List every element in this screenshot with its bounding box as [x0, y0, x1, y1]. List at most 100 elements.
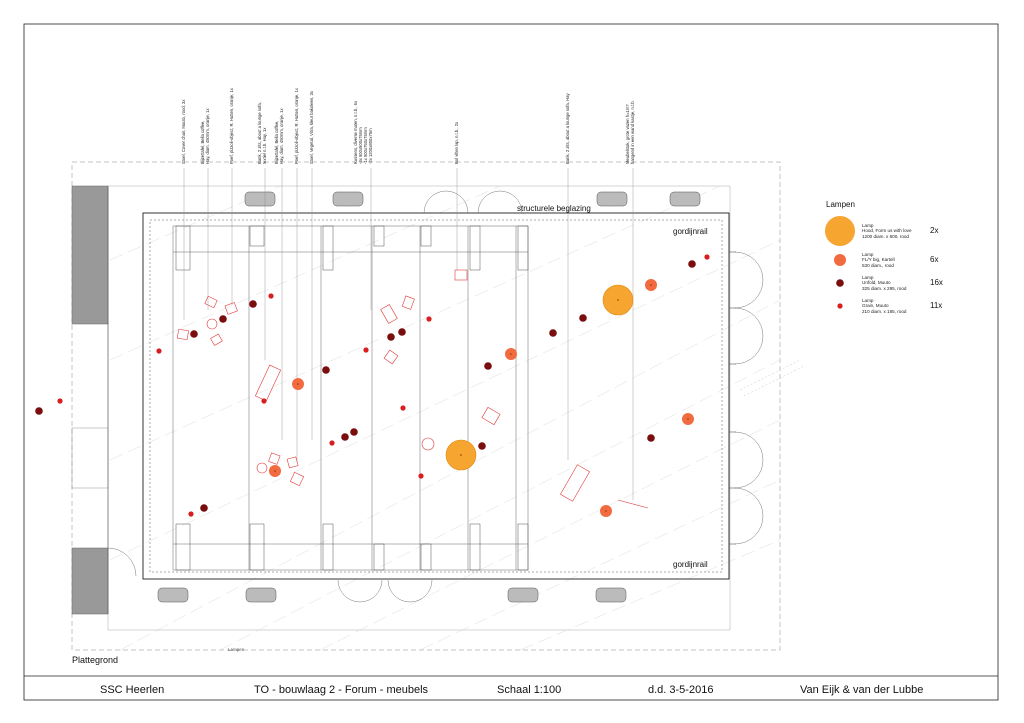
callout-label: Meubelstuk, grote vazen h=1m? hangend in … [625, 100, 635, 164]
callout-line: Hay, diam. 450mm, oranje, 1x [205, 108, 210, 164]
legend-text: Lamp Unfold, Muuto 325 diam. x 295, rood [862, 275, 906, 291]
gallery-outline [107, 185, 731, 631]
lamp-grain [156, 348, 162, 354]
callout-label: Stoel, Cover chair, Muuto, rood, 3x [181, 100, 186, 164]
legend-line: Lamp [862, 223, 874, 228]
lamp-grain [188, 511, 194, 517]
callout-line: hangend in een wand kastje, n.t.b. [630, 100, 635, 164]
lamp-unfold [549, 329, 557, 337]
lamp-center-dot [617, 299, 619, 301]
legend-symbol [834, 254, 846, 266]
legend-line: Hood, Form us with love [862, 228, 912, 234]
callout-line: -2x 1200x800x75m [368, 128, 373, 164]
legend-line: 530 diam., rood [862, 262, 894, 268]
legend-count: 11x [930, 301, 943, 310]
legend-title: Lampen [826, 200, 855, 209]
rail-label-bottom: gordijnrail [673, 560, 708, 569]
planters-bottom [157, 587, 627, 603]
lamp-center-dot [605, 510, 607, 512]
callout-label: Poef, pizzoli-object, R. Hutten, oranje,… [229, 88, 234, 164]
legend-symbol [836, 279, 844, 287]
callout-line: Poef, pizzoli-object, R. Hutten, oranje,… [294, 88, 299, 164]
glazing-label: structurele beglazing [517, 204, 591, 213]
lamp-grain [426, 316, 432, 322]
drawing-title: TO - bouwlaag 2 - Forum - meubels [254, 684, 429, 696]
furniture [176, 269, 649, 509]
architect-name: Van Eijk & van der Lubbe [800, 684, 924, 696]
lamp-unfold [35, 407, 43, 415]
lamp-unfold [579, 314, 587, 322]
lamp-unfold [200, 504, 208, 512]
legend-line: Lamp [862, 275, 874, 280]
legend-line: 210 diam. x 185, rood [862, 308, 907, 314]
wall-left-window [71, 427, 109, 489]
room-outer-wall [142, 212, 730, 580]
lamp-center-dot [687, 418, 689, 420]
lamp-unfold [322, 366, 330, 374]
legend-count: 2x [930, 226, 939, 235]
callout-label: Bank, 2 zits, about a lounge sofa, textie… [257, 102, 267, 164]
building-outline [71, 161, 781, 651]
lamp-grain [261, 398, 267, 404]
wall-block-bottom [71, 547, 109, 615]
legend-line: Unfold, Muuto [862, 280, 891, 286]
small-lampen-label: Lampen [228, 647, 245, 652]
lamp-unfold [478, 442, 486, 450]
right-wall-ticks [729, 251, 736, 545]
partition-posts [175, 225, 529, 571]
legend-line: 325 diam. x 295, rood [862, 285, 907, 291]
lamp-unfold [647, 434, 655, 442]
lamp-unfold [688, 260, 696, 268]
legend-count: 16x [930, 278, 943, 287]
legend-line: FL/Y big, Kartell [862, 257, 895, 263]
lamp-grain [268, 293, 274, 299]
lamp-center-dot [274, 470, 276, 472]
lamp-center-dot [297, 383, 299, 385]
lamp-grain [57, 398, 63, 404]
callout-label: Stoel, Vegetal, Vitra, kleur bakoleen, 3… [309, 91, 314, 164]
callout-leaders [183, 168, 634, 500]
lamp-unfold [219, 315, 227, 323]
rail-label-top: gordijnrail [673, 227, 708, 236]
legend-text: Lamp Grain, Muuto 210 diam. x 185, rood [862, 298, 906, 314]
sheet-border [23, 23, 999, 701]
drawing-date: d.d. 3-5-2016 [648, 684, 714, 696]
lamp-grain [400, 405, 406, 411]
lamp-grain [704, 254, 710, 260]
lamps-layer [35, 254, 710, 517]
callout-label: Bol vilten lap, n.t.b., 2x [454, 122, 459, 164]
lamp-grain [329, 440, 335, 446]
wall-block-top [71, 185, 109, 325]
legend-line: Lamp [862, 298, 874, 303]
lamp-unfold [350, 428, 358, 436]
partition-lines [172, 225, 529, 571]
callout-line: Hay, diam. 450mm, oranje, 1x [279, 108, 284, 164]
legend-line: Lamp [862, 252, 874, 257]
project-name: SSC Heerlen [100, 684, 165, 696]
lamp-unfold [398, 328, 406, 336]
callout-label: Bank, 2 zits, about a lounge sofa, Hay [565, 93, 570, 164]
callout-line: Bank, 2 zits, about a lounge sofa, Hay [565, 93, 570, 164]
lamp-unfold [484, 362, 492, 370]
legend-count: 6x [930, 255, 939, 264]
legend-text: Lamp Hood, Form us with love 1200 diam. x … [862, 223, 912, 239]
lamp-center-dot [460, 454, 462, 456]
lamp-center-dot [650, 284, 652, 286]
diagonal-hatch [109, 185, 781, 651]
lamp-center-dot [510, 353, 512, 355]
room-inner-wall [149, 219, 723, 573]
callout-line: Bol vilten lap, n.t.b., 2x [454, 121, 459, 164]
legend-line: 1200 diam. x 600, rood [862, 233, 909, 239]
lamp-unfold [249, 300, 257, 308]
lamp-unfold [341, 433, 349, 441]
door-swings [107, 190, 764, 603]
drawing-scale: Schaal 1:100 [497, 684, 562, 696]
lamp-grain [418, 473, 424, 479]
callout-line: textiel n.t.b. Hay, 1x [262, 127, 267, 164]
lamp-grain [363, 347, 369, 353]
callout-line: Stoel, Cover chair, Muuto, rood, 3x [181, 99, 186, 164]
callout-line: Stoel, Vegetal, Vitra, kleur bakoleen, 3… [309, 90, 314, 164]
legend-symbols [825, 216, 855, 309]
callout-label: Bijzettafel, Bella coffee, Hay, diam. 450… [200, 108, 210, 164]
